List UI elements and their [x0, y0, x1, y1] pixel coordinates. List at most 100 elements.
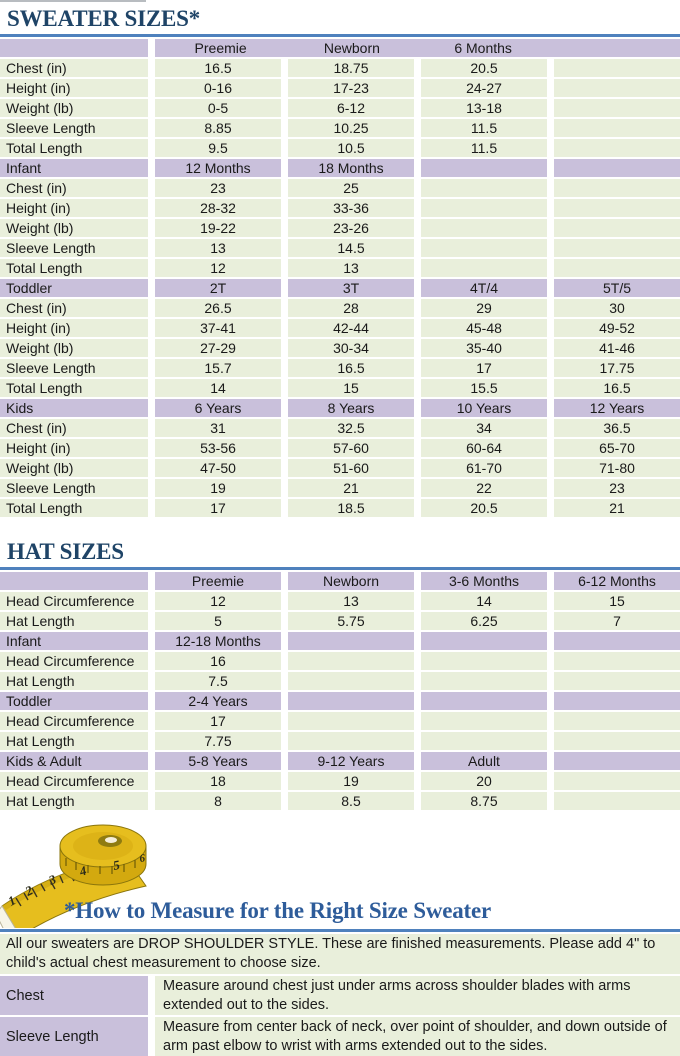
section-label-cell: Toddler — [0, 692, 148, 710]
row-label-cell: Total Length — [0, 499, 148, 517]
value-cell: 15.5 — [421, 379, 547, 397]
column-header-cell: 6 Months — [454, 40, 512, 56]
column-header-cell: 4T/4 — [421, 279, 547, 297]
column-header-cell — [554, 692, 680, 710]
value-cell: 25 — [288, 179, 414, 197]
header-band: Preemie Newborn 6 Months — [155, 39, 680, 57]
value-cell: 20.5 — [421, 59, 547, 77]
svg-text:6: 6 — [139, 852, 147, 865]
section-label-cell: Infant — [0, 632, 148, 650]
value-cell: 31 — [155, 419, 281, 437]
value-cell: 15 — [288, 379, 414, 397]
value-cell: 18.75 — [288, 59, 414, 77]
value-cell: 11.5 — [421, 119, 547, 137]
hat-title-rule — [0, 567, 680, 570]
row-label-cell: Height (in) — [0, 319, 148, 337]
table-row: Sleeve Length 13 14.5 — [0, 239, 680, 257]
value-cell: 47-50 — [155, 459, 281, 477]
value-cell: 9.5 — [155, 139, 281, 157]
value-cell — [554, 672, 680, 690]
value-cell — [288, 672, 414, 690]
column-header-cell — [288, 692, 414, 710]
column-header-cell — [421, 692, 547, 710]
value-cell: 16.5 — [288, 359, 414, 377]
column-header-cell: 2-4 Years — [155, 692, 281, 710]
table-row: Weight (lb) 19-22 23-26 — [0, 219, 680, 237]
table-row: Head Circumference 16 — [0, 652, 680, 670]
svg-text:4: 4 — [77, 863, 89, 880]
value-cell: 16 — [155, 652, 281, 670]
column-header-cell — [421, 159, 547, 177]
value-cell — [421, 652, 547, 670]
value-cell: 13 — [155, 239, 281, 257]
table-header-row: Preemie Newborn 6 Months — [0, 39, 680, 57]
value-cell: 53-56 — [155, 439, 281, 457]
value-cell: 17.75 — [554, 359, 680, 377]
value-cell — [421, 239, 547, 257]
value-cell: 8.5 — [288, 792, 414, 810]
value-cell: 19 — [155, 479, 281, 497]
value-cell: 26.5 — [155, 299, 281, 317]
table-row: Chest (in) 23 25 — [0, 179, 680, 197]
column-header-cell: 12-18 Months — [155, 632, 281, 650]
table-row: Weight (lb) 47-50 51-60 61-70 71-80 — [0, 459, 680, 477]
row-label-cell: Hat Length — [0, 672, 148, 690]
value-cell: 20 — [421, 772, 547, 790]
measuring-tape-image: 1 2 3 4 5 6 — [0, 824, 147, 928]
value-cell — [554, 792, 680, 810]
value-cell: 7.5 — [155, 672, 281, 690]
table-row: Total Length 17 18.5 20.5 21 — [0, 499, 680, 517]
row-label-cell: Chest (in) — [0, 59, 148, 77]
table-row: Height (in) 53-56 57-60 60-64 65-70 — [0, 439, 680, 457]
table-header-row: Preemie Newborn 3-6 Months 6-12 Months — [0, 572, 680, 590]
value-cell: 5 — [155, 612, 281, 630]
row-label-cell: Hat Length — [0, 612, 148, 630]
value-cell — [554, 219, 680, 237]
value-cell: 21 — [288, 479, 414, 497]
column-header-cell: 6-12 Months — [554, 572, 680, 590]
row-label-cell: Height (in) — [0, 439, 148, 457]
row-label-cell: Height (in) — [0, 199, 148, 217]
value-cell: 23 — [155, 179, 281, 197]
table-row: Hat Length 5 5.75 6.25 7 — [0, 612, 680, 630]
value-cell — [554, 179, 680, 197]
table-row: Head Circumference 17 — [0, 712, 680, 730]
value-cell: 10.25 — [288, 119, 414, 137]
hat-size-table: Preemie Newborn 3-6 Months 6-12 Months Head … — [0, 572, 680, 810]
table-row: Sleeve Length 19 21 22 23 — [0, 479, 680, 497]
column-header-cell: 12 Years — [554, 399, 680, 417]
value-cell: 16.5 — [554, 379, 680, 397]
value-cell: 14 — [421, 592, 547, 610]
row-label-cell: Head Circumference — [0, 652, 148, 670]
value-cell: 29 — [421, 299, 547, 317]
table-row: Hat Length 8 8.5 8.75 — [0, 792, 680, 810]
row-label-cell: Weight (lb) — [0, 99, 148, 117]
value-cell: 14.5 — [288, 239, 414, 257]
value-cell: 30-34 — [288, 339, 414, 357]
value-cell: 6-12 — [288, 99, 414, 117]
value-cell: 34 — [421, 419, 547, 437]
row-label-cell: Chest (in) — [0, 299, 148, 317]
value-cell — [421, 179, 547, 197]
chest-note-text: Measure around chest just under arms acr… — [155, 976, 680, 1015]
value-cell: 51-60 — [288, 459, 414, 477]
value-cell: 11.5 — [421, 139, 547, 157]
value-cell: 28 — [288, 299, 414, 317]
value-cell: 30 — [554, 299, 680, 317]
value-cell: 13-18 — [421, 99, 547, 117]
column-header-cell: 9-12 Years — [288, 752, 414, 770]
table-row: Chest (in) 16.5 18.75 20.5 — [0, 59, 680, 77]
value-cell: 17-23 — [288, 79, 414, 97]
column-header-cell — [288, 632, 414, 650]
value-cell: 20.5 — [421, 499, 547, 517]
sleeve-note-row: Sleeve Length Measure from center back o… — [0, 1017, 680, 1056]
column-header-cell: Preemie — [155, 572, 281, 590]
value-cell — [421, 672, 547, 690]
value-cell: 10.5 — [288, 139, 414, 157]
svg-text:5: 5 — [112, 857, 121, 873]
value-cell: 8.75 — [421, 792, 547, 810]
section-label-cell: Infant — [0, 159, 148, 177]
value-cell: 17 — [155, 712, 281, 730]
value-cell — [554, 772, 680, 790]
table-row: Total Length 12 13 — [0, 259, 680, 277]
